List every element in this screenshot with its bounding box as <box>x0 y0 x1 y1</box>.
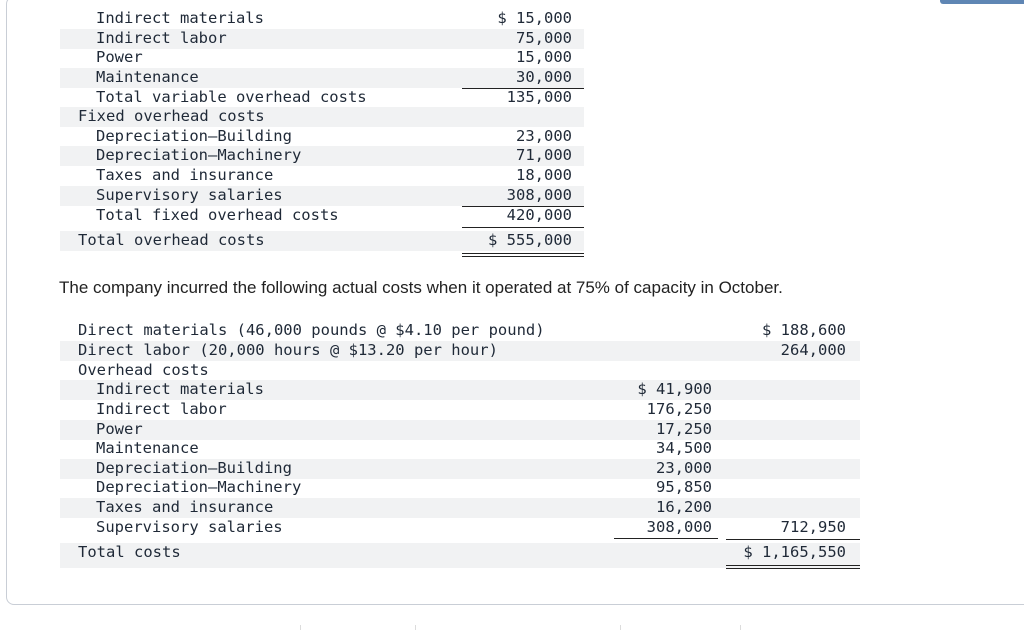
row-shade <box>60 341 860 361</box>
subtotal-rule <box>462 206 584 207</box>
table-row-value: $ 41,900 <box>637 380 712 398</box>
table-row-value: 18,000 <box>516 166 572 184</box>
table-row-label: Maintenance <box>96 68 199 86</box>
table-row-total: 264,000 <box>780 341 846 359</box>
table-row-value: 95,850 <box>656 478 712 496</box>
intro-text: The company incurred the following actua… <box>59 278 783 297</box>
table-row-value: 23,000 <box>656 459 712 477</box>
subtotal-rule <box>462 227 584 228</box>
row-shade <box>60 186 584 206</box>
table-row-label: Direct labor (20,000 hours @ $13.20 per … <box>78 341 498 359</box>
subtotal-rule <box>462 88 584 89</box>
table-row-label: Total costs <box>78 543 181 561</box>
table-row-value: 34,500 <box>656 439 712 457</box>
table-row-value: 176,250 <box>646 400 712 418</box>
table-row-label: Taxes and insurance <box>96 498 274 516</box>
table-row-label: Overhead costs <box>78 361 209 379</box>
table-row-label: Direct materials (46,000 pounds @ $4.10 … <box>78 321 545 339</box>
subtotal-rule <box>726 539 860 540</box>
table-row-label: Indirect labor <box>96 29 227 47</box>
table-row-label: Depreciation—Machinery <box>96 146 302 164</box>
table-row-value: 71,000 <box>516 146 572 164</box>
row-shade <box>60 107 584 127</box>
table-row-label: Taxes and insurance <box>96 166 274 184</box>
table-row-label: Supervisory salaries <box>96 186 283 204</box>
table-row-label: Indirect materials <box>96 9 264 27</box>
subtotal-rule <box>614 538 718 539</box>
row-shade <box>60 68 584 88</box>
table-row-value: 16,200 <box>656 498 712 516</box>
table-row-value: 135,000 <box>506 88 572 106</box>
footer-divider <box>740 625 741 630</box>
table-row-label: Power <box>96 48 143 66</box>
row-shade <box>60 459 860 479</box>
row-shade <box>60 380 860 400</box>
top-accent-bar <box>940 0 1024 4</box>
row-shade <box>60 29 584 49</box>
table-row-value: 17,250 <box>656 420 712 438</box>
table-row-label: Total overhead costs <box>78 231 265 249</box>
table-row-value: 30,000 <box>516 68 572 86</box>
table-row-label: Total variable overhead costs <box>96 88 367 106</box>
table-row-total: $ 188,600 <box>762 321 846 339</box>
double-rule <box>726 568 860 569</box>
table-row-label: Depreciation—Machinery <box>96 478 302 496</box>
table-row-label: Indirect materials <box>96 380 264 398</box>
row-shade <box>60 498 860 518</box>
table-row-label: Maintenance <box>96 439 199 457</box>
table-row-label: Supervisory salaries <box>96 518 283 536</box>
table-row-total: 712,950 <box>780 518 846 536</box>
table-row-total: $ 1,165,550 <box>743 543 846 561</box>
table-row-label: Depreciation—Building <box>96 127 292 145</box>
table-row-value: $ 555,000 <box>488 231 572 249</box>
footer-area <box>0 614 1024 630</box>
row-shade <box>60 420 860 440</box>
footer-divider <box>300 625 301 630</box>
table-row-value: 308,000 <box>506 186 572 204</box>
table-row-value: 420,000 <box>506 206 572 224</box>
double-rule <box>462 256 584 257</box>
table-row-value: 308,000 <box>646 518 712 536</box>
table-row-value: 15,000 <box>516 48 572 66</box>
table-row-label: Fixed overhead costs <box>78 107 265 125</box>
table-row-label: Indirect labor <box>96 400 227 418</box>
table-row-label: Total fixed overhead costs <box>96 206 339 224</box>
table-row-value: 75,000 <box>516 29 572 47</box>
row-shade <box>60 231 584 251</box>
row-shade <box>60 146 584 166</box>
table-row-label: Depreciation—Building <box>96 459 292 477</box>
row-shade <box>60 543 860 568</box>
double-rule <box>726 565 860 566</box>
footer-divider <box>415 625 416 630</box>
footer-divider <box>620 625 621 630</box>
table-row-value: $ 15,000 <box>497 9 572 27</box>
double-rule <box>462 253 584 254</box>
table-row-value: 23,000 <box>516 127 572 145</box>
table-row-label: Power <box>96 420 143 438</box>
